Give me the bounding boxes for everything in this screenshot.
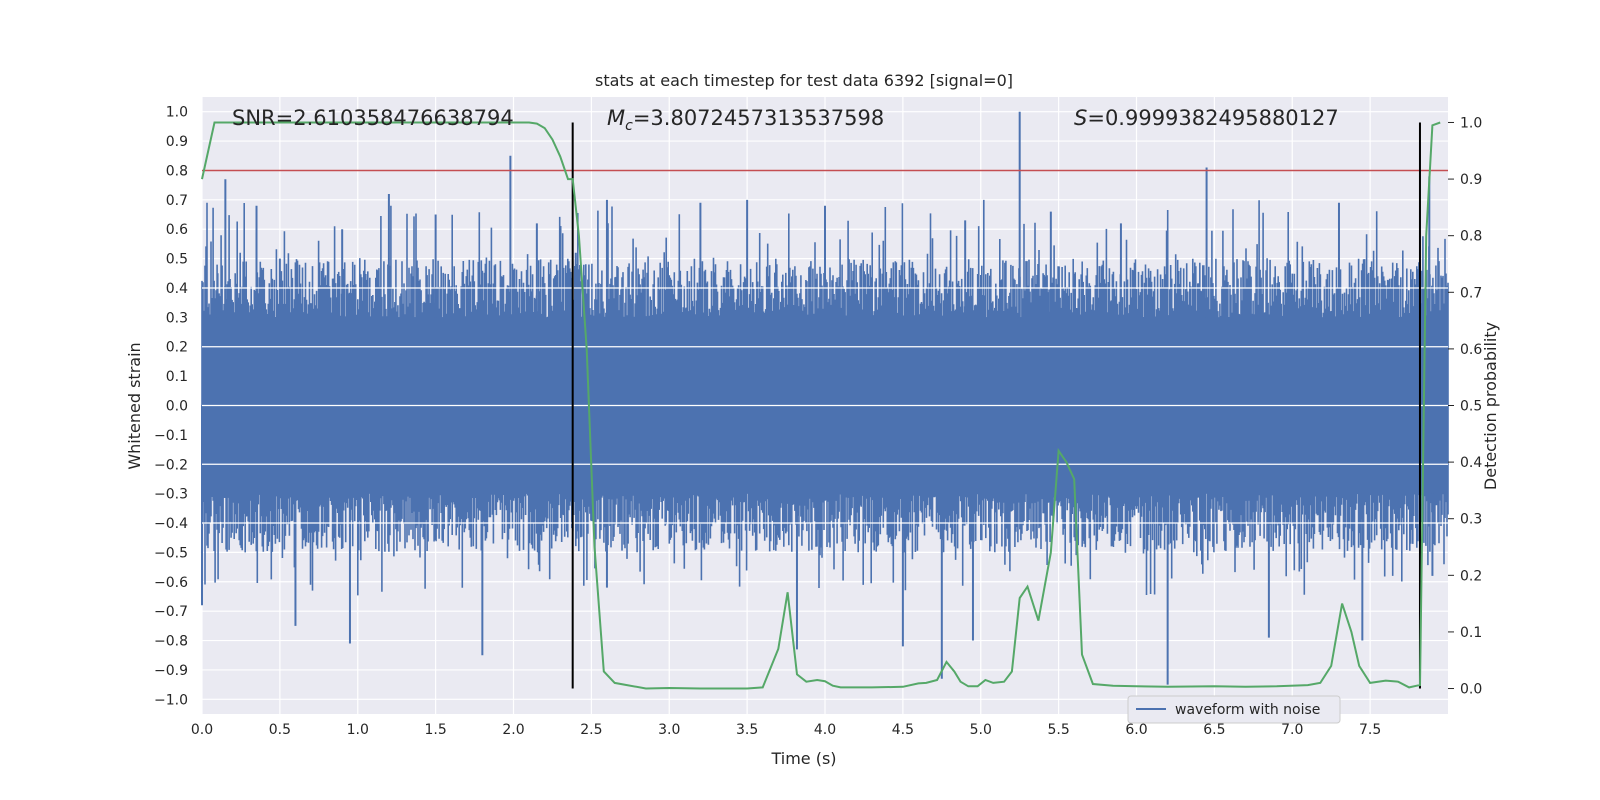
x-tick-label: 7.5 [1359, 722, 1381, 738]
x-tick-label: 4.5 [892, 722, 914, 738]
snr-annotation: SNR=2.610358476638794 [232, 106, 514, 130]
y2-tick-label: 0.4 [1460, 455, 1482, 471]
score-annotation: S=0.9999382495880127 [1074, 106, 1339, 130]
x-tick-label: 6.0 [1125, 722, 1147, 738]
y2-tick-labels: 1.0 0.9 0.8 0.7 0.6 0.5 0.4 0.3 0.2 0.1 0.0 [1448, 115, 1482, 698]
y2-tick-label: 0.3 [1460, 512, 1482, 528]
x-axis-label: Time (s) [770, 749, 836, 768]
y-tick-label: 0.2 [166, 340, 188, 356]
legend-label: waveform with noise [1175, 702, 1320, 718]
y-axis-label: Whitened strain [125, 342, 144, 469]
x-tick-label: 1.5 [424, 722, 446, 738]
y-tick-label: −0.7 [154, 604, 188, 620]
y-tick-label: −0.4 [154, 516, 188, 532]
chirp-mass-annotation: Mc=3.8072457313537598 [607, 106, 884, 134]
chart-title: stats at each timestep for test data 639… [595, 71, 1013, 90]
x-tick-label: 5.0 [970, 722, 992, 738]
x-tick-labels: 0.0 0.5 1.0 1.5 2.0 2.5 3.0 3.5 4.0 4.5 5.0 5.5 6.0 6… [191, 722, 1381, 738]
y2-axis-label: Detection probability [1481, 322, 1500, 490]
y-tick-label: 0.3 [166, 310, 188, 326]
x-tick-label: 7.0 [1281, 722, 1303, 738]
x-tick-label: 0.5 [269, 722, 291, 738]
y-tick-label: −0.8 [154, 634, 188, 650]
y-tick-label: −0.1 [154, 428, 188, 444]
y-tick-label: 0.4 [166, 281, 188, 297]
y2-tick-label: 0.7 [1460, 285, 1482, 301]
y-tick-label: 0.7 [166, 193, 188, 209]
event-markers [571, 122, 1421, 689]
legend-box [1127, 695, 1341, 724]
y-tick-label: −0.9 [154, 663, 188, 679]
y-tick-label: −1.0 [154, 692, 188, 708]
y-tick-label: 0.9 [166, 134, 188, 150]
y2-tick-label: 0.0 [1460, 682, 1482, 698]
y-tick-label: 0.0 [166, 399, 188, 415]
x-tick-label: 1.0 [347, 722, 369, 738]
x-tick-label: 4.0 [814, 722, 836, 738]
x-tick-label: 2.5 [580, 722, 602, 738]
legend: waveform with noise [1127, 695, 1341, 724]
y2-tick-label: 1.0 [1460, 115, 1482, 131]
y-tick-label: −0.2 [154, 457, 188, 473]
y2-tick-label: 0.1 [1460, 625, 1482, 641]
y-tick-label: 0.8 [166, 163, 188, 179]
x-tick-label: 6.5 [1203, 722, 1225, 738]
y-tick-labels: 1.0 0.9 0.8 0.7 0.6 0.5 0.4 0.3 0.2 0.1 0.0 −0.1 −0.… [154, 105, 188, 709]
x-tick-label: 5.5 [1047, 722, 1069, 738]
y-tick-label: 0.1 [166, 369, 188, 385]
x-tick-label: 2.0 [502, 722, 524, 738]
x-tick-label: 3.0 [658, 722, 680, 738]
y-tick-label: 1.0 [166, 105, 188, 121]
y2-tick-label: 0.9 [1460, 172, 1482, 188]
detection-probability-line [201, 121, 1441, 690]
y2-tick-label: 0.5 [1460, 399, 1482, 415]
waveform-series [201, 111, 1449, 685]
y-tick-label: 0.6 [166, 222, 188, 238]
y2-tick-label: 0.6 [1460, 342, 1482, 358]
y2-tick-label: 0.2 [1460, 568, 1482, 584]
y-tick-label: 0.5 [166, 252, 188, 268]
y-tick-label: −0.3 [154, 487, 188, 503]
x-tick-label: 0.0 [191, 722, 213, 738]
y-tick-label: −0.5 [154, 545, 188, 561]
y2-tick-label: 0.8 [1460, 229, 1482, 245]
x-tick-label: 3.5 [736, 722, 758, 738]
y-tick-label: −0.6 [154, 575, 188, 591]
